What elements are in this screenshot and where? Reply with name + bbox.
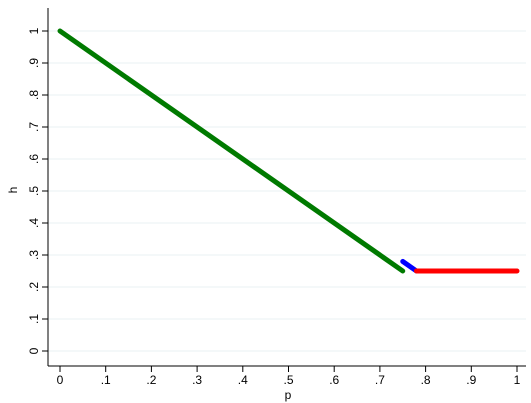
y-tick-label: .8 — [27, 90, 41, 100]
x-tick-label: 1 — [514, 373, 521, 387]
x-tick-label: .3 — [192, 373, 202, 387]
x-tick-label: .8 — [421, 373, 431, 387]
x-tick-label: .5 — [283, 373, 293, 387]
y-tick-label: 0 — [27, 347, 41, 354]
x-tick-label: .7 — [375, 373, 385, 387]
y-tick-label: .2 — [27, 282, 41, 292]
x-tick-label: .1 — [101, 373, 111, 387]
y-tick-label: .6 — [27, 154, 41, 164]
series-layer — [57, 28, 520, 274]
x-tick-label: 0 — [57, 373, 64, 387]
x-tick-label: .2 — [146, 373, 156, 387]
x-axis-title: p — [285, 388, 292, 402]
x-tick-label: .6 — [329, 373, 339, 387]
grid — [48, 30, 526, 352]
series-1-line — [57, 28, 406, 274]
x-tick-label: .4 — [238, 373, 248, 387]
y-tick-label: .7 — [27, 122, 41, 132]
x-tick-label: .9 — [466, 373, 476, 387]
y-tick-label: .9 — [27, 58, 41, 68]
y-tick-label: 1 — [27, 27, 41, 34]
y-tick-label: .1 — [27, 314, 41, 324]
series-2-line — [400, 258, 419, 274]
axes: 0 .1 .2 .3 .4 .5 .6 .7 .8 .9 1 0 .1 .2 .3 .4 .5 .6 .7 .8 .9 1 — [27, 8, 526, 387]
y-tick-label: .5 — [27, 186, 41, 196]
y-tick-label: .4 — [27, 218, 41, 228]
y-tick-label: .3 — [27, 250, 41, 260]
y-axis-title: h — [6, 187, 20, 194]
